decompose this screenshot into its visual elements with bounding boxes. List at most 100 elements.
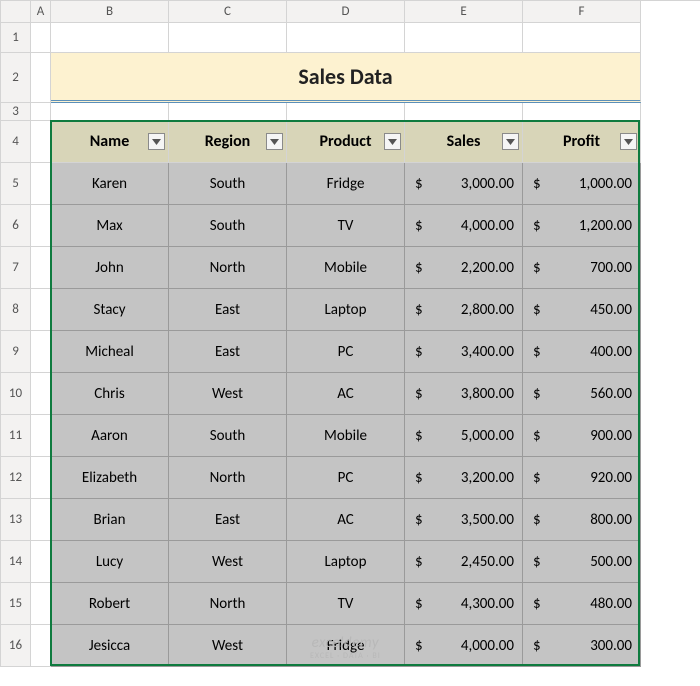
- cell-name-16[interactable]: Jesicca: [51, 625, 169, 667]
- filter-button-region[interactable]: [266, 133, 283, 150]
- cell-F3[interactable]: [523, 103, 641, 121]
- cell-sales-9[interactable]: $3,400.00: [405, 331, 523, 373]
- row-header-3[interactable]: 3: [1, 103, 31, 121]
- row-header-10[interactable]: 10: [1, 373, 31, 415]
- cell-name-15[interactable]: Robert: [51, 583, 169, 625]
- cell-profit-12[interactable]: $920.00: [523, 457, 641, 499]
- cell-product-15[interactable]: TV: [287, 583, 405, 625]
- title-cell[interactable]: Sales Data: [51, 53, 641, 103]
- cell-product-6[interactable]: TV: [287, 205, 405, 247]
- cell-sales-5[interactable]: $3,000.00: [405, 163, 523, 205]
- cell-profit-14[interactable]: $500.00: [523, 541, 641, 583]
- cell-sales-12[interactable]: $3,200.00: [405, 457, 523, 499]
- cell-sales-7[interactable]: $2,200.00: [405, 247, 523, 289]
- row-header-8[interactable]: 8: [1, 289, 31, 331]
- col-header-E[interactable]: E: [405, 1, 523, 23]
- cell-product-12[interactable]: PC: [287, 457, 405, 499]
- cell-region-9[interactable]: East: [169, 331, 287, 373]
- cell-sales-11[interactable]: $5,000.00: [405, 415, 523, 457]
- cell-D3[interactable]: [287, 103, 405, 121]
- row-header-2[interactable]: 2: [1, 53, 31, 103]
- col-header-A[interactable]: A: [31, 1, 51, 23]
- cell-region-7[interactable]: North: [169, 247, 287, 289]
- cell-product-9[interactable]: PC: [287, 331, 405, 373]
- cell-A5[interactable]: [31, 163, 51, 205]
- cell-sales-16[interactable]: $4,000.00: [405, 625, 523, 667]
- cell-A8[interactable]: [31, 289, 51, 331]
- header-product[interactable]: Product: [287, 121, 405, 163]
- cell-A12[interactable]: [31, 457, 51, 499]
- row-header-5[interactable]: 5: [1, 163, 31, 205]
- cell-sales-6[interactable]: $4,000.00: [405, 205, 523, 247]
- header-region[interactable]: Region: [169, 121, 287, 163]
- cell-product-13[interactable]: AC: [287, 499, 405, 541]
- cell-A1[interactable]: [31, 23, 51, 53]
- cell-profit-9[interactable]: $400.00: [523, 331, 641, 373]
- cell-A2[interactable]: [31, 53, 51, 103]
- cell-C3[interactable]: [169, 103, 287, 121]
- row-header-12[interactable]: 12: [1, 457, 31, 499]
- cell-profit-6[interactable]: $1,200.00: [523, 205, 641, 247]
- header-profit[interactable]: Profit: [523, 121, 641, 163]
- row-header-4[interactable]: 4: [1, 121, 31, 163]
- cell-F1[interactable]: [523, 23, 641, 53]
- cell-C1[interactable]: [169, 23, 287, 53]
- cell-region-11[interactable]: South: [169, 415, 287, 457]
- cell-region-10[interactable]: West: [169, 373, 287, 415]
- cell-A11[interactable]: [31, 415, 51, 457]
- cell-region-13[interactable]: East: [169, 499, 287, 541]
- cell-name-13[interactable]: Brian: [51, 499, 169, 541]
- cell-name-8[interactable]: Stacy: [51, 289, 169, 331]
- row-header-15[interactable]: 15: [1, 583, 31, 625]
- cell-A14[interactable]: [31, 541, 51, 583]
- cell-A10[interactable]: [31, 373, 51, 415]
- cell-region-5[interactable]: South: [169, 163, 287, 205]
- select-all-corner[interactable]: [1, 1, 31, 23]
- cell-B1[interactable]: [51, 23, 169, 53]
- cell-profit-7[interactable]: $700.00: [523, 247, 641, 289]
- cell-region-6[interactable]: South: [169, 205, 287, 247]
- cell-profit-15[interactable]: $480.00: [523, 583, 641, 625]
- cell-name-6[interactable]: Max: [51, 205, 169, 247]
- cell-product-11[interactable]: Mobile: [287, 415, 405, 457]
- cell-name-7[interactable]: John: [51, 247, 169, 289]
- cell-product-7[interactable]: Mobile: [287, 247, 405, 289]
- cell-region-8[interactable]: East: [169, 289, 287, 331]
- cell-region-14[interactable]: West: [169, 541, 287, 583]
- cell-product-10[interactable]: AC: [287, 373, 405, 415]
- cell-B3[interactable]: [51, 103, 169, 121]
- cell-profit-13[interactable]: $800.00: [523, 499, 641, 541]
- cell-sales-15[interactable]: $4,300.00: [405, 583, 523, 625]
- row-header-11[interactable]: 11: [1, 415, 31, 457]
- cell-E1[interactable]: [405, 23, 523, 53]
- row-header-16[interactable]: 16: [1, 625, 31, 667]
- col-header-D[interactable]: D: [287, 1, 405, 23]
- header-name[interactable]: Name: [51, 121, 169, 163]
- cell-A4[interactable]: [31, 121, 51, 163]
- cell-A7[interactable]: [31, 247, 51, 289]
- cell-profit-5[interactable]: $1,000.00: [523, 163, 641, 205]
- row-header-13[interactable]: 13: [1, 499, 31, 541]
- cell-sales-8[interactable]: $2,800.00: [405, 289, 523, 331]
- cell-profit-8[interactable]: $450.00: [523, 289, 641, 331]
- row-header-9[interactable]: 9: [1, 331, 31, 373]
- row-header-1[interactable]: 1: [1, 23, 31, 53]
- cell-sales-10[interactable]: $3,800.00: [405, 373, 523, 415]
- cell-region-16[interactable]: West: [169, 625, 287, 667]
- row-header-6[interactable]: 6: [1, 205, 31, 247]
- cell-product-16[interactable]: Fridge: [287, 625, 405, 667]
- cell-A3[interactable]: [31, 103, 51, 121]
- row-header-14[interactable]: 14: [1, 541, 31, 583]
- cell-product-5[interactable]: Fridge: [287, 163, 405, 205]
- header-sales[interactable]: Sales: [405, 121, 523, 163]
- cell-region-15[interactable]: North: [169, 583, 287, 625]
- cell-E3[interactable]: [405, 103, 523, 121]
- row-header-7[interactable]: 7: [1, 247, 31, 289]
- cell-name-12[interactable]: Elizabeth: [51, 457, 169, 499]
- col-header-B[interactable]: B: [51, 1, 169, 23]
- cell-product-8[interactable]: Laptop: [287, 289, 405, 331]
- cell-name-5[interactable]: Karen: [51, 163, 169, 205]
- col-header-F[interactable]: F: [523, 1, 641, 23]
- filter-button-profit[interactable]: [620, 133, 637, 150]
- cell-profit-10[interactable]: $560.00: [523, 373, 641, 415]
